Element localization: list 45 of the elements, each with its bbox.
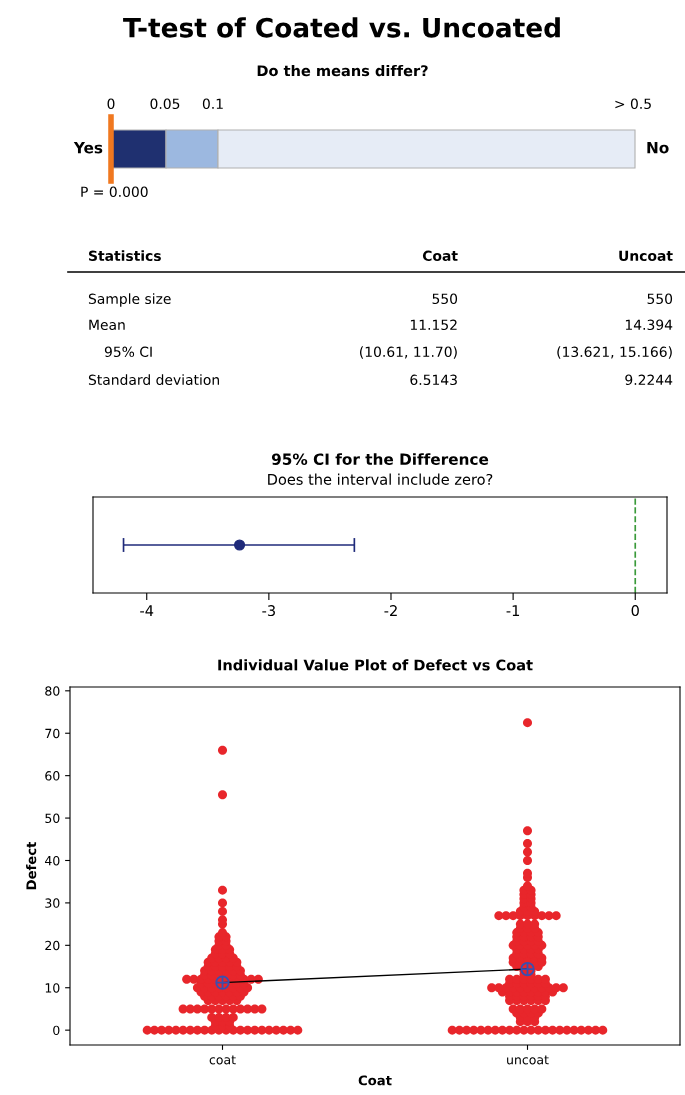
text: (10.61, 11.70) xyxy=(360,346,457,359)
x-tick-label: coat xyxy=(209,1055,236,1065)
text: 9.2244 xyxy=(625,374,673,386)
y-tick-label: 20 xyxy=(45,940,60,951)
text: 0.1 xyxy=(202,98,223,110)
text: Yes xyxy=(73,142,103,154)
text: 550 xyxy=(647,293,673,305)
text: Statistics xyxy=(89,250,161,262)
text: Do the means differ? xyxy=(257,64,428,77)
x-tick-label: -1 xyxy=(506,605,520,616)
y-tick-label: 70 xyxy=(45,728,60,739)
x-tick-label: uncoat xyxy=(507,1055,549,1065)
text: (13.621, 15.166) xyxy=(557,346,672,359)
x-tick-label: -3 xyxy=(262,605,275,617)
text: 14.394 xyxy=(625,319,673,331)
y-tick-label: 60 xyxy=(45,771,60,781)
text: 11.152 xyxy=(410,319,457,331)
text: Mean xyxy=(89,319,125,331)
x-axis-title: Coat xyxy=(358,1075,392,1086)
text: Uncoat xyxy=(619,250,673,262)
chart-subtitle: Does the interval include zero? xyxy=(268,473,493,485)
x-tick-label: 0 xyxy=(631,605,639,617)
y-axis-title: Defect xyxy=(26,841,37,890)
y-tick-label: 50 xyxy=(45,813,60,823)
y-tick-label: 30 xyxy=(45,898,60,908)
y-tick-label: 40 xyxy=(44,855,60,866)
text: 0.05 xyxy=(150,98,180,110)
text: P = 0.000 xyxy=(81,186,148,198)
y-tick-label: 80 xyxy=(45,686,60,696)
y-tick-label: 10 xyxy=(45,983,60,993)
chart-title: Individual Value Plot of Defect vs Coat xyxy=(218,659,533,671)
text: 0 xyxy=(107,98,115,110)
text: Coat xyxy=(422,250,458,262)
text: 6.5143 xyxy=(410,374,457,386)
x-tick-label: -2 xyxy=(384,605,397,616)
y-tick-label: 0 xyxy=(53,1025,60,1036)
chart-title: 95% CI for the Difference xyxy=(271,453,489,465)
x-tick-label: -4 xyxy=(140,605,154,616)
text: 550 xyxy=(432,293,458,305)
text: Sample size xyxy=(88,293,171,307)
text: T-test of Coated vs. Uncoated xyxy=(123,17,560,38)
text: No xyxy=(647,142,669,154)
text: > 0.5 xyxy=(615,98,651,110)
text: Standard deviation xyxy=(88,374,219,386)
text: 95% CI xyxy=(104,346,152,358)
